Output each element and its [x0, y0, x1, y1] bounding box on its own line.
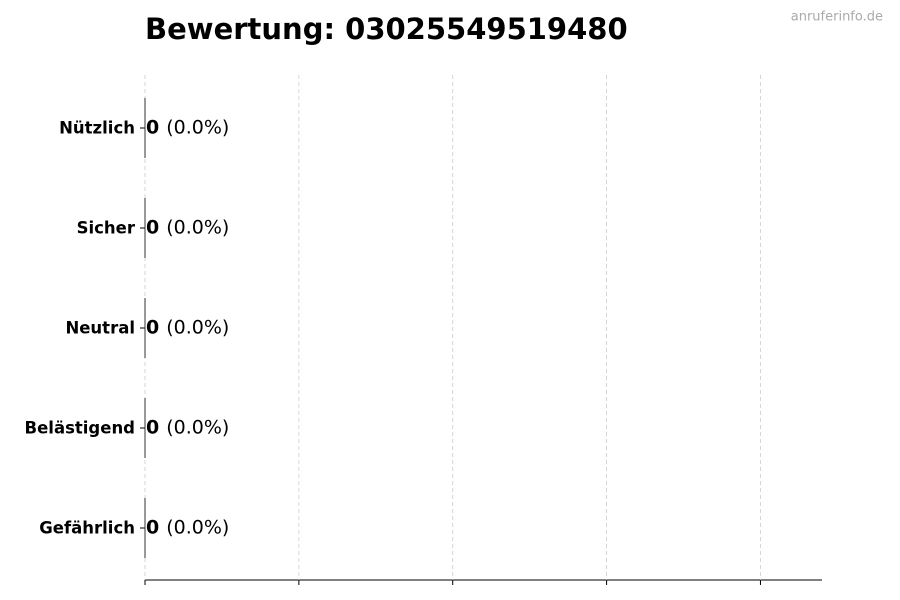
value-label: 0 — [146, 417, 159, 439]
y-tick-label: Gefährlich — [39, 519, 135, 538]
y-tick-label: Neutral — [65, 319, 135, 338]
y-tick-label: Nützlich — [59, 119, 135, 138]
percent-label: (0.0%) — [166, 517, 229, 539]
value-label: 0 — [146, 117, 159, 139]
percent-label: (0.0%) — [166, 417, 229, 439]
percent-label: (0.0%) — [166, 217, 229, 239]
percent-label: (0.0%) — [166, 117, 229, 139]
value-label: 0 — [146, 217, 159, 239]
watermark: anruferinfo.de — [791, 10, 883, 25]
y-tick-label: Belästigend — [25, 419, 135, 438]
y-tick-label: Sicher — [77, 219, 136, 238]
chart-title: Bewertung: 03025549519480 — [145, 12, 628, 46]
value-label: 0 — [146, 517, 159, 539]
value-label: 0 — [146, 317, 159, 339]
percent-label: (0.0%) — [166, 317, 229, 339]
